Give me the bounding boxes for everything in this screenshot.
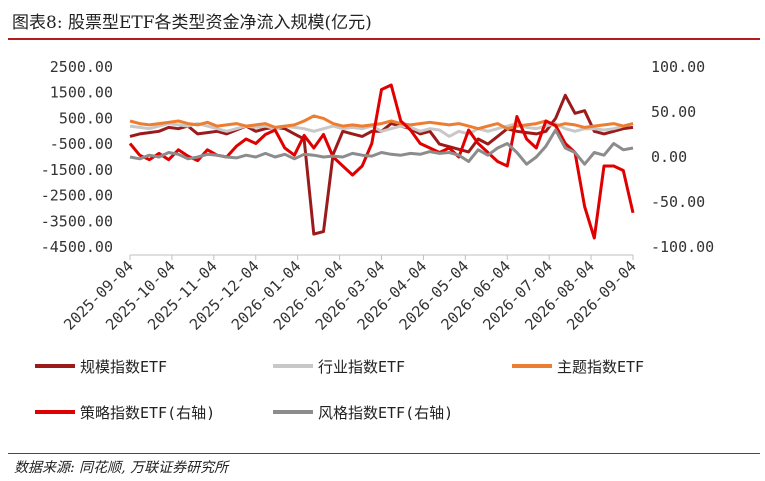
legend-item: 风格指数ETF(右轴) (273, 404, 453, 422)
left-tick-label: 2500.00 (50, 58, 113, 76)
x-axis: 2025-09-042025-10-042025-11-042025-12-04… (60, 254, 640, 334)
series-line (129, 122, 634, 138)
series-line (129, 128, 634, 166)
series-layer (128, 83, 635, 240)
left-tick-label: 500.00 (59, 109, 113, 127)
series-line (128, 83, 635, 240)
series-line (129, 93, 634, 236)
legend-item: 主题指数ETF (512, 358, 644, 376)
legend-label: 行业指数ETF (318, 358, 405, 376)
source-divider (8, 453, 760, 454)
title-divider (8, 38, 760, 40)
right-tick-label: 0.00 (651, 148, 687, 166)
left-tick-label: -2500.00 (41, 187, 113, 205)
right-axis: 100.00 50.00 0.00 -50.00 -100.00 (651, 58, 714, 256)
left-tick-label: -3500.00 (41, 212, 113, 230)
right-tick-label: -50.00 (651, 193, 705, 211)
right-tick-label: 100.00 (651, 58, 705, 76)
left-tick-label: -4500.00 (41, 238, 113, 256)
source-note: 数据来源: 同花顺, 万联证券研究所 (14, 460, 229, 476)
chart-title: 图表8: 股票型ETF各类型资金净流入规模(亿元) (12, 13, 372, 33)
chart-area: 2500.00 1500.00 500.00 -500.00 -1500.00 -2500… (35, 58, 714, 422)
left-tick-label: -500.00 (50, 135, 113, 153)
left-axis: 2500.00 1500.00 500.00 -500.00 -1500.00 -2500… (41, 58, 113, 256)
left-tick-label: 1500.00 (50, 84, 113, 102)
left-tick-label: -1500.00 (41, 161, 113, 179)
legend-item: 规模指数ETF (35, 358, 167, 376)
right-tick-label: 50.00 (651, 103, 696, 121)
legend-label: 主题指数ETF (557, 358, 644, 376)
legend-label: 风格指数ETF(右轴) (318, 404, 453, 422)
legend-label: 规模指数ETF (80, 358, 167, 376)
legend-item: 策略指数ETF(右轴) (35, 404, 215, 422)
right-tick-label: -100.00 (651, 238, 714, 256)
legend-item: 行业指数ETF (273, 358, 405, 376)
legend: 规模指数ETF 行业指数ETF 主题指数ETF 策略指数ETF(右轴) 风格指数ETF(… (35, 358, 644, 422)
legend-label: 策略指数ETF(右轴) (80, 404, 215, 422)
